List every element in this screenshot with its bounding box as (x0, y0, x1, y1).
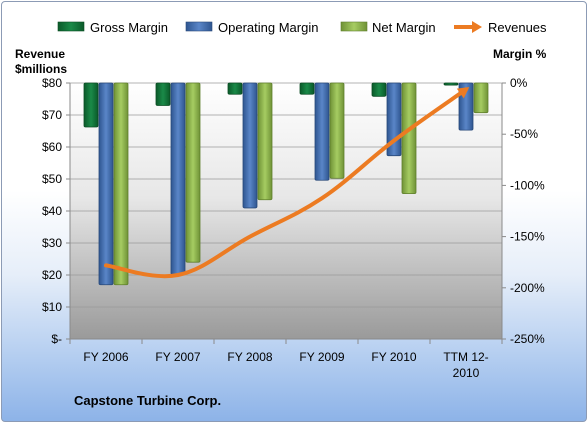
bar-gross-margin (83, 82, 99, 128)
left-tick-label: $40 (42, 204, 62, 218)
left-tick-label: $- (51, 332, 62, 346)
legend-label-gross-margin: Gross Margin (90, 20, 168, 35)
bar-operating-margin (242, 82, 258, 209)
legend-label-revenues: Revenues (488, 20, 547, 35)
right-tick-label: -50% (510, 127, 538, 141)
left-tick-label: $10 (42, 300, 62, 314)
legend: Gross Margin Operating Margin Net Margin… (57, 20, 547, 35)
bar-operating-margin (170, 82, 186, 275)
x-tick-label: FY 2006 (83, 350, 128, 364)
right-axis-title: Margin % (493, 47, 547, 61)
right-tick-label: -250% (510, 332, 545, 346)
legend-label-net-margin: Net Margin (372, 20, 436, 35)
left-tick-label: $30 (42, 236, 62, 250)
left-tick-label: $20 (42, 268, 62, 282)
x-axis-ticks: FY 2006 FY 2007 FY 2008 FY 2009 FY 2010 TTM 1… (69, 339, 503, 380)
left-tick-label: $50 (42, 172, 62, 186)
revenues-arrowhead (456, 87, 470, 99)
bar-net-margin (329, 82, 345, 179)
left-tick-label: $80 (42, 76, 62, 90)
bar-series (83, 82, 489, 286)
bar-net-margin (473, 82, 489, 114)
right-axis-ticks: 0% -50% -100% -150% -200% -250% (502, 76, 545, 346)
bar-operating-margin (314, 82, 330, 181)
legend-swatch-operating-margin (185, 21, 213, 32)
right-tick-label: 0% (510, 76, 528, 90)
right-tick-label: -200% (510, 281, 545, 295)
legend-label-operating-margin: Operating Margin (218, 20, 318, 35)
x-tick-label: FY 2007 (155, 350, 200, 364)
bar-gross-margin (299, 82, 315, 95)
bar-gross-margin (371, 82, 387, 97)
x-tick-label: FY 2010 (371, 350, 416, 364)
x-tick-label: TTM 12- (443, 350, 488, 364)
bar-gross-margin (227, 82, 243, 95)
right-tick-label: -100% (510, 178, 545, 192)
revenues-line (104, 87, 468, 279)
left-axis-ticks: $- $10 $20 $30 $40 $50 $60 $70 $80 (42, 76, 70, 346)
x-tick-label: 2010 (453, 366, 480, 380)
legend-swatch-gross-margin (57, 21, 85, 32)
bar-net-margin (185, 82, 201, 263)
company-name: Capstone Turbine Corp. (74, 393, 221, 408)
bar-net-margin (257, 82, 273, 201)
left-tick-label: $60 (42, 140, 62, 154)
left-tick-label: $70 (42, 108, 62, 122)
x-tick-label: FY 2009 (299, 350, 344, 364)
revenues-line-layer (104, 87, 470, 279)
bar-gross-margin (443, 82, 459, 86)
bar-net-margin (401, 82, 417, 194)
bar-gross-margin (155, 82, 171, 106)
legend-swatch-net-margin (340, 21, 368, 32)
bar-operating-margin (98, 82, 114, 286)
legend-swatch-revenues (454, 21, 482, 33)
right-tick-label: -150% (510, 230, 545, 244)
left-axis-title-line2: $millions (15, 62, 67, 76)
bar-net-margin (113, 82, 129, 286)
left-axis-title-line1: Revenue (15, 47, 65, 61)
x-tick-label: FY 2008 (227, 350, 272, 364)
